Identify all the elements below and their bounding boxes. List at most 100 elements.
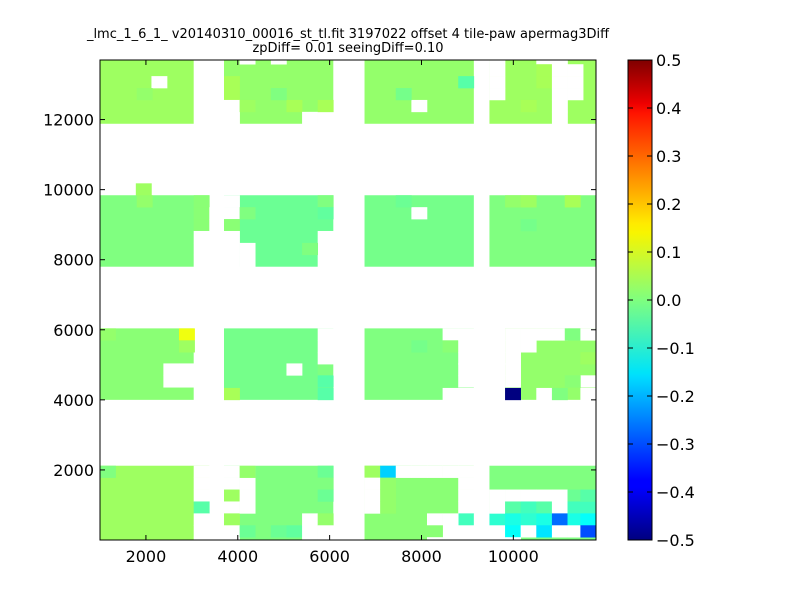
empty-cell bbox=[224, 242, 240, 256]
empty-cell bbox=[178, 375, 195, 388]
heatmap-cell bbox=[395, 88, 412, 101]
empty-cell bbox=[489, 88, 506, 101]
empty-cell bbox=[209, 219, 226, 232]
heatmap-cell bbox=[286, 525, 303, 538]
empty-cell bbox=[302, 513, 318, 526]
x-tick-label: 6000 bbox=[309, 547, 350, 566]
empty-cell bbox=[551, 501, 568, 514]
empty-cell bbox=[193, 254, 210, 268]
heatmap-cell bbox=[317, 375, 334, 388]
heatmap-cell bbox=[458, 76, 475, 89]
empty-cell bbox=[458, 328, 475, 341]
heatmap-region-6 bbox=[364, 195, 474, 267]
heatmap-cell bbox=[100, 465, 116, 478]
heatmap-cell bbox=[380, 501, 397, 514]
empty-cell bbox=[458, 363, 475, 376]
heatmap-cell bbox=[380, 489, 397, 502]
empty-cell bbox=[193, 537, 210, 540]
heatmap-cell bbox=[458, 513, 475, 526]
empty-cell bbox=[224, 99, 240, 113]
empty-cell bbox=[458, 375, 475, 388]
x-tick-label: 8000 bbox=[401, 547, 442, 566]
heatmap-cell bbox=[580, 501, 596, 514]
heatmap-cell bbox=[224, 219, 240, 232]
heatmap-cell bbox=[317, 99, 334, 113]
heatmap-cell bbox=[551, 387, 568, 401]
empty-cell bbox=[520, 525, 537, 538]
empty-cell bbox=[317, 242, 334, 256]
empty-cell bbox=[551, 99, 568, 113]
heatmap-cell bbox=[270, 88, 287, 101]
empty-cell bbox=[489, 489, 506, 502]
empty-cell bbox=[520, 340, 537, 353]
heatmap-cell bbox=[317, 513, 334, 526]
empty-cell bbox=[489, 501, 506, 514]
colorbar-tick-label: 0.4 bbox=[656, 99, 681, 118]
empty-cell bbox=[193, 489, 210, 502]
empty-cell bbox=[193, 513, 210, 526]
empty-cell bbox=[489, 525, 506, 538]
empty-cell bbox=[286, 363, 303, 376]
heatmap-cell bbox=[193, 195, 210, 208]
empty-cell bbox=[551, 88, 568, 101]
empty-cell bbox=[458, 537, 475, 540]
empty-cell bbox=[193, 477, 210, 490]
heatmap-cell bbox=[224, 489, 240, 502]
heatmap-cell bbox=[317, 489, 334, 502]
empty-cell bbox=[551, 60, 568, 65]
heatmap-cell bbox=[520, 99, 537, 113]
empty-cell bbox=[239, 501, 256, 514]
empty-cell bbox=[442, 387, 459, 401]
heatmap-cell bbox=[317, 363, 334, 376]
empty-cell bbox=[473, 537, 490, 540]
empty-cell bbox=[489, 60, 506, 65]
heatmap-cell bbox=[536, 525, 553, 538]
heatmap-cell bbox=[239, 465, 256, 478]
empty-cell bbox=[536, 60, 553, 65]
heatmap-cell bbox=[489, 513, 506, 526]
heatmap-cell bbox=[380, 477, 397, 490]
empty-cell bbox=[426, 465, 443, 478]
empty-cell bbox=[224, 537, 240, 540]
empty-cell bbox=[317, 328, 334, 341]
empty-cell bbox=[239, 477, 256, 490]
heatmap-cell bbox=[536, 501, 553, 514]
empty-cell bbox=[536, 489, 553, 502]
colorbar-tick-label: −0.3 bbox=[656, 435, 695, 454]
heatmap-cell bbox=[505, 513, 521, 526]
heatmap-cell bbox=[551, 513, 568, 526]
empty-cell bbox=[505, 375, 521, 388]
empty-cell bbox=[442, 525, 459, 538]
heatmap-cell bbox=[193, 501, 210, 514]
empty-cell bbox=[426, 537, 443, 540]
empty-cell bbox=[473, 513, 490, 526]
empty-cell bbox=[317, 352, 334, 365]
heatmap-cell bbox=[317, 387, 334, 401]
colorbar-tick-label: 0.1 bbox=[656, 243, 681, 262]
heatmap-cell bbox=[193, 207, 210, 220]
heatmap-region-4 bbox=[100, 195, 210, 267]
empty-cell bbox=[551, 64, 568, 77]
empty-cell bbox=[193, 230, 210, 244]
empty-cell bbox=[520, 489, 537, 502]
empty-cell bbox=[224, 230, 240, 244]
empty-cell bbox=[580, 328, 596, 341]
empty-cell bbox=[302, 111, 318, 125]
x-tick-label: 10000 bbox=[488, 547, 539, 566]
empty-cell bbox=[458, 352, 475, 365]
heatmap-cell bbox=[567, 501, 584, 514]
heatmap-cell bbox=[135, 183, 152, 196]
empty-cell bbox=[458, 525, 475, 538]
empty-cell bbox=[473, 525, 490, 538]
heatmap-cell bbox=[580, 489, 596, 502]
empty-cell bbox=[193, 465, 210, 478]
empty-cell bbox=[209, 207, 226, 220]
empty-cell bbox=[333, 363, 350, 376]
empty-cell bbox=[505, 352, 521, 365]
heatmap-cell bbox=[442, 340, 459, 353]
empty-cell bbox=[489, 76, 506, 89]
empty-cell bbox=[317, 111, 334, 125]
heatmap-cell bbox=[100, 328, 116, 341]
heatmap-cell bbox=[564, 328, 581, 341]
empty-cell bbox=[551, 76, 568, 89]
